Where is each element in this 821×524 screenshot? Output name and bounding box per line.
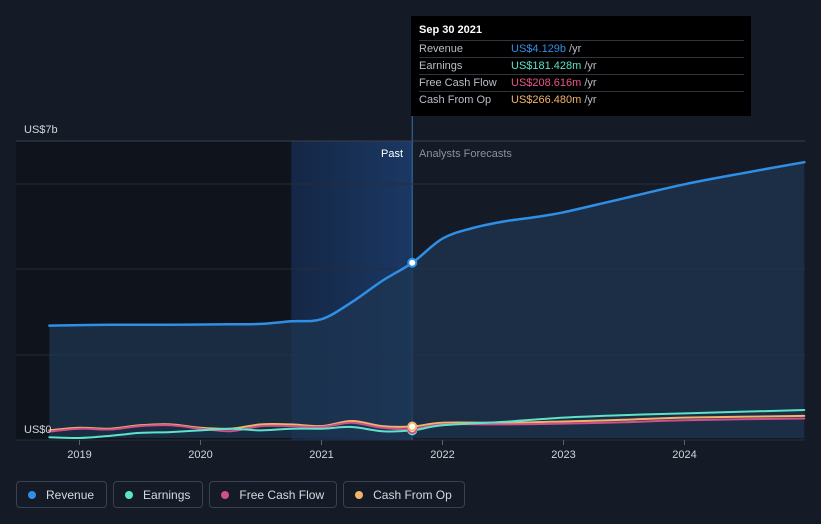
tooltip: Sep 30 2021 Revenue US$4.129b /yr Earnin… [411,16,751,116]
legend-dot-icon [28,490,36,499]
legend-label: Earnings [143,487,191,502]
tooltip-date: Sep 30 2021 [419,24,482,36]
legend-label: Free Cash Flow [239,487,325,502]
legend-label: Revenue [46,487,95,502]
x-tick-label: 2022 [430,449,454,461]
legend-dot-icon [125,490,134,499]
tooltip-unit: /yr [569,43,582,55]
tooltip-value: US$4.129b [511,43,567,55]
tooltip-row-revenue: Revenue US$4.129b /yr [419,40,744,57]
tooltip-unit: /yr [584,60,597,72]
tooltip-value: US$181.428m [511,60,582,72]
x-tick-label: 2023 [551,449,575,461]
legend-item-earnings[interactable]: Earnings [113,481,204,508]
x-tick-label: 2021 [309,449,333,461]
past-label: Past [381,148,403,160]
series-line-earnings [48,409,806,440]
legend-dot-icon [221,490,230,499]
tooltip-row-cash-from-op: Cash From Op US$266.480m /yr [419,91,744,108]
tooltip-value: US$208.616m [511,77,582,89]
legend: Revenue Earnings Free Cash Flow Cash Fro… [16,481,465,508]
tooltip-unit: /yr [584,94,597,106]
series-line-free-cash-flow [48,417,806,433]
legend-dot-icon [355,490,364,499]
tooltip-value: US$266.480m [511,94,582,106]
tooltip-row-earnings: Earnings US$181.428m /yr [419,57,744,74]
tooltip-unit: /yr [584,77,597,89]
revenue-area [49,162,805,438]
legend-item-revenue[interactable]: Revenue [16,481,108,508]
y-axis-bottom-label: US$0 [24,424,52,436]
forecast-label: Analysts Forecasts [419,148,512,160]
legend-item-free-cash-flow[interactable]: Free Cash Flow [209,481,338,508]
tooltip-label: Earnings [419,60,463,72]
x-tick-label: 2019 [67,449,91,461]
tooltip-row-free-cash-flow: Free Cash Flow US$208.616m /yr [419,74,744,91]
legend-item-cash-from-op[interactable]: Cash From Op [343,481,465,508]
tooltip-label: Revenue [419,43,464,55]
legend-label: Cash From Op [373,487,452,502]
marker-revenue [407,257,418,268]
tooltip-label: Cash From Op [419,94,492,106]
x-tick-label: 2024 [672,449,696,461]
x-tick-label: 2020 [188,449,212,461]
marker-cash-from-op [407,421,418,432]
tooltip-label: Free Cash Flow [419,77,497,89]
y-axis-top-label: US$7b [24,124,58,136]
